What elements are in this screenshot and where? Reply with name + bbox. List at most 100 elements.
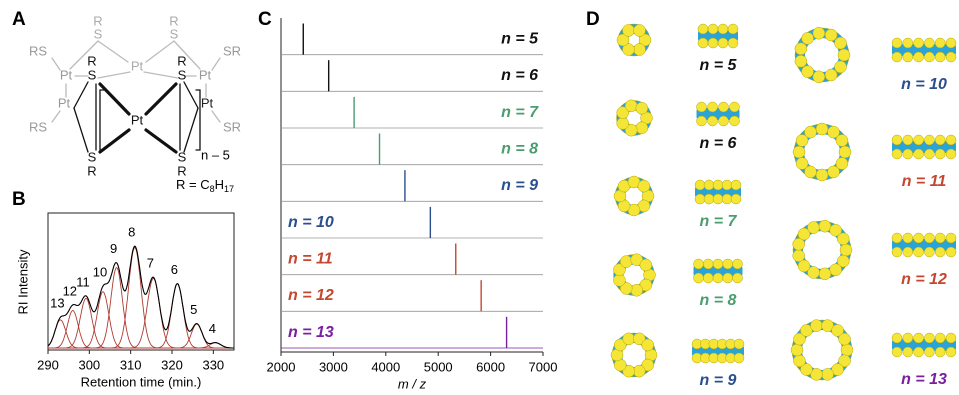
model-atom <box>840 244 852 256</box>
model-label: n = 11 <box>902 173 947 190</box>
model-atom <box>728 38 738 48</box>
model-atom <box>903 233 913 243</box>
model-atom <box>733 273 743 283</box>
model-atom <box>924 333 934 343</box>
model-atom <box>903 333 913 343</box>
model-atom <box>841 344 853 356</box>
model-atom <box>924 247 934 257</box>
model-atom <box>839 146 851 158</box>
atom-label: R <box>87 163 96 178</box>
peak-label: 6 <box>171 262 178 277</box>
legend-label: n = 9 <box>501 177 538 194</box>
model-atom <box>810 320 822 332</box>
atom-label: R <box>87 53 96 68</box>
x-tick-label: 290 <box>37 357 59 372</box>
model-atom <box>734 339 744 349</box>
y-axis-label: RI Intensity <box>15 249 30 315</box>
model-atom <box>946 135 956 145</box>
model-atom <box>642 339 654 351</box>
atom-label: S <box>88 67 97 82</box>
model-atom <box>914 38 924 48</box>
model-atom <box>946 233 956 243</box>
x-tick-label: 5000 <box>424 359 453 374</box>
model-atom <box>805 126 817 138</box>
model-atom <box>730 116 740 126</box>
model-atom <box>924 52 934 62</box>
x-tick-label: 330 <box>202 357 224 372</box>
model-atom <box>694 259 704 269</box>
model-atom <box>924 347 934 357</box>
model-atom <box>830 264 842 276</box>
legend-label: n = 5 <box>501 30 539 47</box>
model-atom <box>640 259 652 271</box>
model-atom <box>825 69 837 81</box>
x-tick-label: 3000 <box>319 359 348 374</box>
model-label: n = 9 <box>700 372 737 389</box>
model-atom <box>708 24 718 34</box>
model-atom <box>837 233 849 245</box>
model-atom <box>903 38 913 48</box>
model-atom <box>802 66 814 78</box>
model-atom <box>914 333 924 343</box>
model-atom <box>807 222 819 234</box>
model-atom <box>946 52 956 62</box>
model-band <box>892 339 956 351</box>
model-atom <box>722 180 732 190</box>
model-atom <box>892 233 902 243</box>
model-atom <box>903 149 913 159</box>
atom-label: SR <box>223 43 241 58</box>
atom-label: S <box>88 149 97 164</box>
model-hole <box>804 134 840 170</box>
model-atom <box>825 29 837 41</box>
peak-label: 5 <box>190 302 197 317</box>
formula-sub: 17 <box>224 184 234 194</box>
atom-label: RS <box>29 119 47 134</box>
model-atom <box>819 268 831 280</box>
panel-label: C <box>258 9 272 30</box>
peak-label: 4 <box>209 321 216 336</box>
model-atom <box>819 220 831 232</box>
model-atom <box>892 247 902 257</box>
x-tick-label: 320 <box>161 357 183 372</box>
model-atom <box>728 24 738 34</box>
model-atom <box>708 116 718 126</box>
model-atom <box>636 122 648 134</box>
model-atom <box>723 259 733 269</box>
atom-label: Pt <box>199 67 212 82</box>
model-atom <box>813 27 825 39</box>
model-atom <box>791 344 803 356</box>
model-label: n = 10 <box>901 76 947 93</box>
legend-label: n = 8 <box>501 140 538 157</box>
model-atom <box>924 135 934 145</box>
model-atom <box>708 38 718 48</box>
model-atom <box>914 347 924 357</box>
atom-label: R <box>177 53 186 68</box>
model-atom <box>839 333 851 345</box>
model-atom <box>835 37 847 49</box>
model-atom <box>903 135 913 145</box>
atom-label: S <box>178 149 187 164</box>
model-label: n = 7 <box>700 213 738 230</box>
peak-label: 7 <box>147 256 154 271</box>
x-axis-label: m / z <box>398 376 427 391</box>
model-atom <box>935 247 945 257</box>
model-atom <box>924 233 934 243</box>
atom-label: RS <box>29 43 47 58</box>
model-label: n = 12 <box>901 271 947 288</box>
model-atom <box>903 247 913 257</box>
model-atom <box>719 102 729 112</box>
panel-label: B <box>12 189 26 210</box>
model-atom <box>914 233 924 243</box>
panel-label: D <box>586 9 600 30</box>
model-atom <box>795 55 807 67</box>
model-atom <box>719 116 729 126</box>
model-atom <box>698 38 708 48</box>
model-atom <box>946 333 956 343</box>
atom-label: SR <box>223 119 241 134</box>
model-atom <box>617 117 629 129</box>
model-atom <box>903 52 913 62</box>
model-atom <box>892 333 902 343</box>
model-atom <box>892 347 902 357</box>
model-atom <box>697 116 707 126</box>
model-atom <box>946 38 956 48</box>
